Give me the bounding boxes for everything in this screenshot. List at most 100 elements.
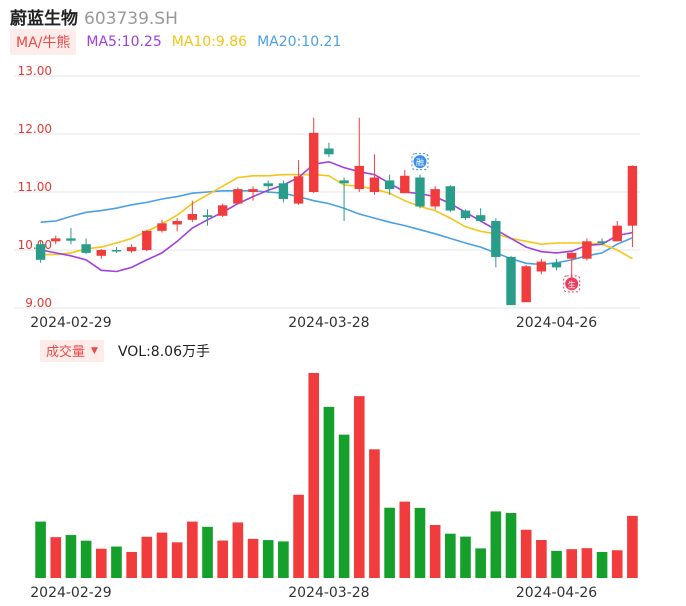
candle-body <box>202 215 213 217</box>
volume-bar <box>171 542 183 578</box>
volume-bar <box>126 551 137 578</box>
candle-body <box>400 175 410 194</box>
volume-bar <box>278 541 289 578</box>
volume-bar <box>156 532 168 578</box>
ma5-legend: MA5:10.25 <box>86 34 162 50</box>
volume-bar <box>445 533 456 578</box>
price-x-axis: 2024-02-29 2024-03-28 2024-04-26 <box>30 315 597 331</box>
volume-bar <box>566 549 578 578</box>
y-tick-label: 9.00 <box>25 296 52 310</box>
candle-body <box>582 241 592 259</box>
event-badge-icon-label: 生 <box>568 279 576 289</box>
volume-bar <box>520 529 532 578</box>
volume-bar <box>596 551 608 578</box>
candle-body <box>172 221 182 225</box>
candle-body <box>142 230 152 250</box>
candle-body <box>354 165 364 190</box>
volume-bar <box>551 550 562 578</box>
candle-body <box>430 189 440 207</box>
candle-body <box>293 176 304 204</box>
candle-body <box>278 183 289 199</box>
y-tick-label: 10.00 <box>18 238 52 252</box>
volume-bar <box>141 536 153 578</box>
ma-legend: MA/牛熊 MA5:10.25 MA10:9.86 MA20:10.21 <box>10 29 341 55</box>
candle-body <box>157 223 167 231</box>
volume-legend: 成交量 ▼ VOL:8.06万手 <box>40 340 210 362</box>
candle-body <box>521 266 531 303</box>
price-x-tick-label: 2024-03-28 <box>288 315 369 331</box>
candle-body <box>81 244 91 253</box>
candle-body <box>506 256 516 306</box>
volume-bar <box>414 507 426 578</box>
volume-bar <box>293 494 304 578</box>
ma10-line <box>40 173 633 260</box>
volume-bar <box>490 511 502 578</box>
candle-body <box>217 205 228 216</box>
volume-bar <box>475 548 486 578</box>
y-tick-label: 13.00 <box>18 64 52 78</box>
candle-body <box>324 148 334 155</box>
volume-bar <box>35 521 46 578</box>
event-badge-icon <box>565 277 579 291</box>
volume-bar <box>247 538 259 578</box>
volume-indicator-selector[interactable]: 成交量 ▼ <box>40 340 104 362</box>
stock-header: 蔚蓝生物 603739.SH <box>10 4 178 29</box>
candle-body <box>187 214 198 220</box>
candle-body <box>309 132 319 192</box>
price-y-axis: 13.00 12.00 11.00 10.00 9.00 <box>18 64 52 310</box>
volume-bar <box>505 513 517 578</box>
volume-bar <box>581 548 593 578</box>
event-badge-icon-frame <box>563 275 581 293</box>
candle-body <box>126 247 137 252</box>
volume-bar <box>202 526 213 578</box>
candle-body <box>35 244 46 260</box>
margin-badge-icon-frame <box>411 153 429 171</box>
volume-bar <box>384 507 395 578</box>
candle-body <box>536 261 547 272</box>
candle-body <box>415 177 425 207</box>
volume-bar <box>627 515 638 578</box>
volume-bar <box>262 540 274 578</box>
ma-indicator-selector[interactable]: MA/牛熊 <box>10 29 77 55</box>
volume-bar <box>65 535 77 578</box>
candle-body <box>445 186 456 211</box>
volume-bar <box>611 550 623 578</box>
volume-bar <box>232 522 244 578</box>
candle-body <box>475 215 486 221</box>
y-tick-label: 11.00 <box>18 180 52 194</box>
candle-body <box>384 180 395 190</box>
volume-x-tick-label: 2024-04-26 <box>516 585 597 601</box>
volume-bar <box>338 434 350 578</box>
volume-bar <box>95 548 107 578</box>
volume-x-tick-label: 2024-02-29 <box>30 585 111 601</box>
volume-x-axis: 2024-02-29 2024-03-28 2024-04-26 <box>30 585 597 601</box>
candle-body <box>491 221 501 257</box>
candle-body <box>248 189 258 192</box>
candle-body <box>233 189 243 204</box>
candle-body <box>612 225 622 242</box>
candle-body <box>51 238 61 242</box>
volume-bar <box>217 540 228 578</box>
candle-body <box>551 262 562 268</box>
stock-name: 蔚蓝生物 <box>10 9 78 29</box>
candle-body <box>460 210 471 219</box>
y-tick-label: 12.00 <box>18 122 52 136</box>
volume-readout: VOL:8.06万手 <box>117 344 210 360</box>
candle-body <box>339 180 349 184</box>
stock-code: 603739.SH <box>84 9 178 29</box>
candle-body <box>111 250 122 252</box>
candlesticks <box>35 117 638 306</box>
volume-bar <box>353 396 365 578</box>
volume-bar <box>460 536 471 578</box>
volume-bar <box>80 540 92 578</box>
price-x-tick-label: 2024-02-29 <box>30 315 111 331</box>
volume-bar <box>111 546 122 578</box>
volume-bar <box>50 537 62 578</box>
price-grid <box>14 75 640 309</box>
volume-bar <box>308 373 320 578</box>
volume-tag-label: 成交量 <box>46 345 86 360</box>
candle-body <box>66 238 76 241</box>
volume-bar <box>399 501 411 578</box>
candle-body <box>567 252 577 259</box>
